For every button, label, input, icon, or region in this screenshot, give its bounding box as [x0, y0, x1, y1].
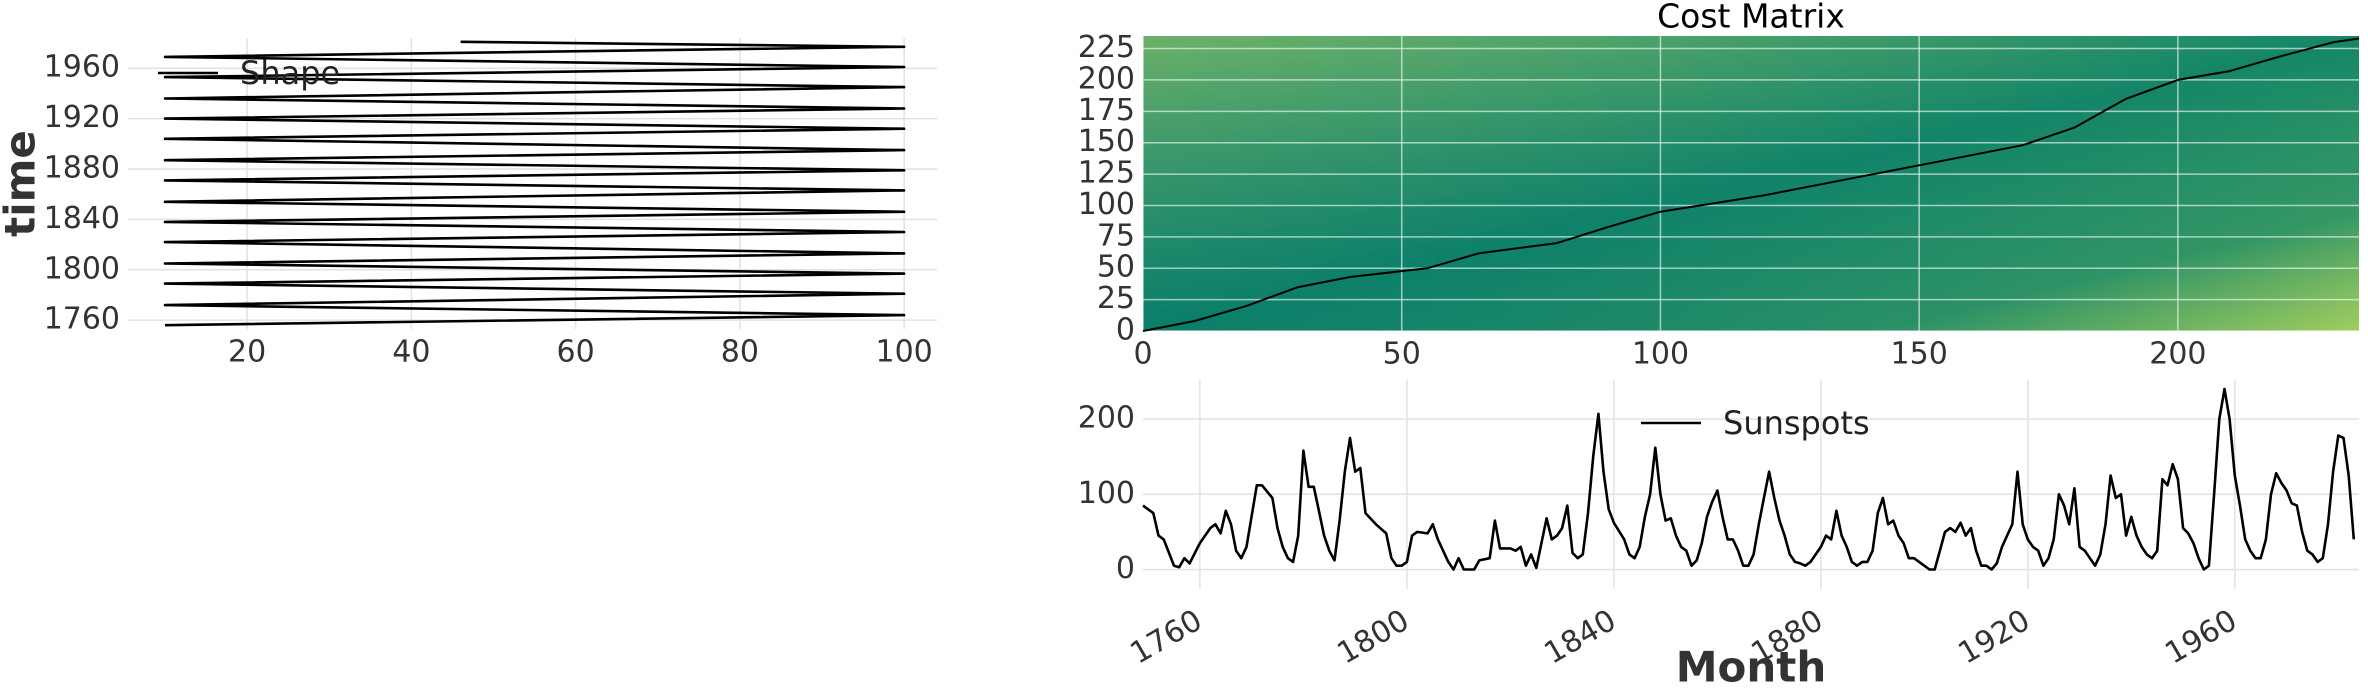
x-tick-label: 100	[876, 335, 933, 370]
x-tick-label: 1960	[2159, 603, 2243, 671]
x-tick-label: 100	[1632, 337, 1689, 372]
x-tick-label: 200	[2149, 337, 2206, 372]
y-tick-label: 200	[1078, 401, 1135, 436]
x-axis-label: Month	[1676, 643, 1827, 692]
legend-label: Sunspots	[1723, 404, 1870, 442]
y-tick-label: 125	[1078, 156, 1135, 191]
y-tick-label: 75	[1097, 218, 1135, 253]
y-tick-label: 1760	[44, 302, 120, 337]
x-tick-label: 50	[1383, 337, 1421, 372]
y-tick-label: 1920	[44, 100, 120, 135]
panel: 1760 1800 1840 1880 1920 1960 20 40 60 80 100 Shape…	[0, 38, 937, 370]
y-tick-label: 50	[1097, 250, 1135, 285]
x-tick-label: 1920	[1952, 603, 2036, 671]
x-tick-label: 60	[557, 335, 595, 370]
y-tick-label: 0	[1116, 551, 1135, 586]
y-axis-label: time	[0, 130, 45, 237]
y-tick-label: 175	[1078, 93, 1135, 128]
x-tick-label: 1760	[1125, 603, 1209, 671]
series-line	[163, 40, 906, 327]
y-tick-label: 1880	[44, 151, 120, 186]
x-tick-label: 80	[721, 335, 759, 370]
warping-path	[1142, 37, 2360, 332]
x-tick-label: 1840	[1538, 603, 1622, 671]
heatmap-shade	[1143, 36, 2359, 331]
y-tick-label: 1960	[44, 50, 120, 85]
x-tick-label: 0	[1133, 337, 1152, 372]
x-tick-label: 150	[1891, 337, 1948, 372]
y-tick-label: 1800	[44, 251, 120, 286]
y-tick-label: 200	[1078, 61, 1135, 96]
y-tick-label: 0	[1116, 313, 1135, 348]
series-line	[1142, 387, 2356, 571]
y-tick-label: 225	[1078, 30, 1135, 65]
chart-title: Cost Matrix	[1657, 0, 1845, 36]
x-tick-label: 40	[392, 335, 430, 370]
y-tick-label: 150	[1078, 124, 1135, 159]
y-tick-label: 100	[1078, 476, 1135, 511]
y-tick-label: 25	[1097, 281, 1135, 316]
x-tick-label: 20	[228, 335, 266, 370]
x-tick-label: 1800	[1332, 603, 1416, 671]
y-tick-label: 100	[1078, 187, 1135, 222]
legend-label: Shape	[240, 54, 340, 92]
y-tick-label: 1840	[44, 201, 120, 236]
